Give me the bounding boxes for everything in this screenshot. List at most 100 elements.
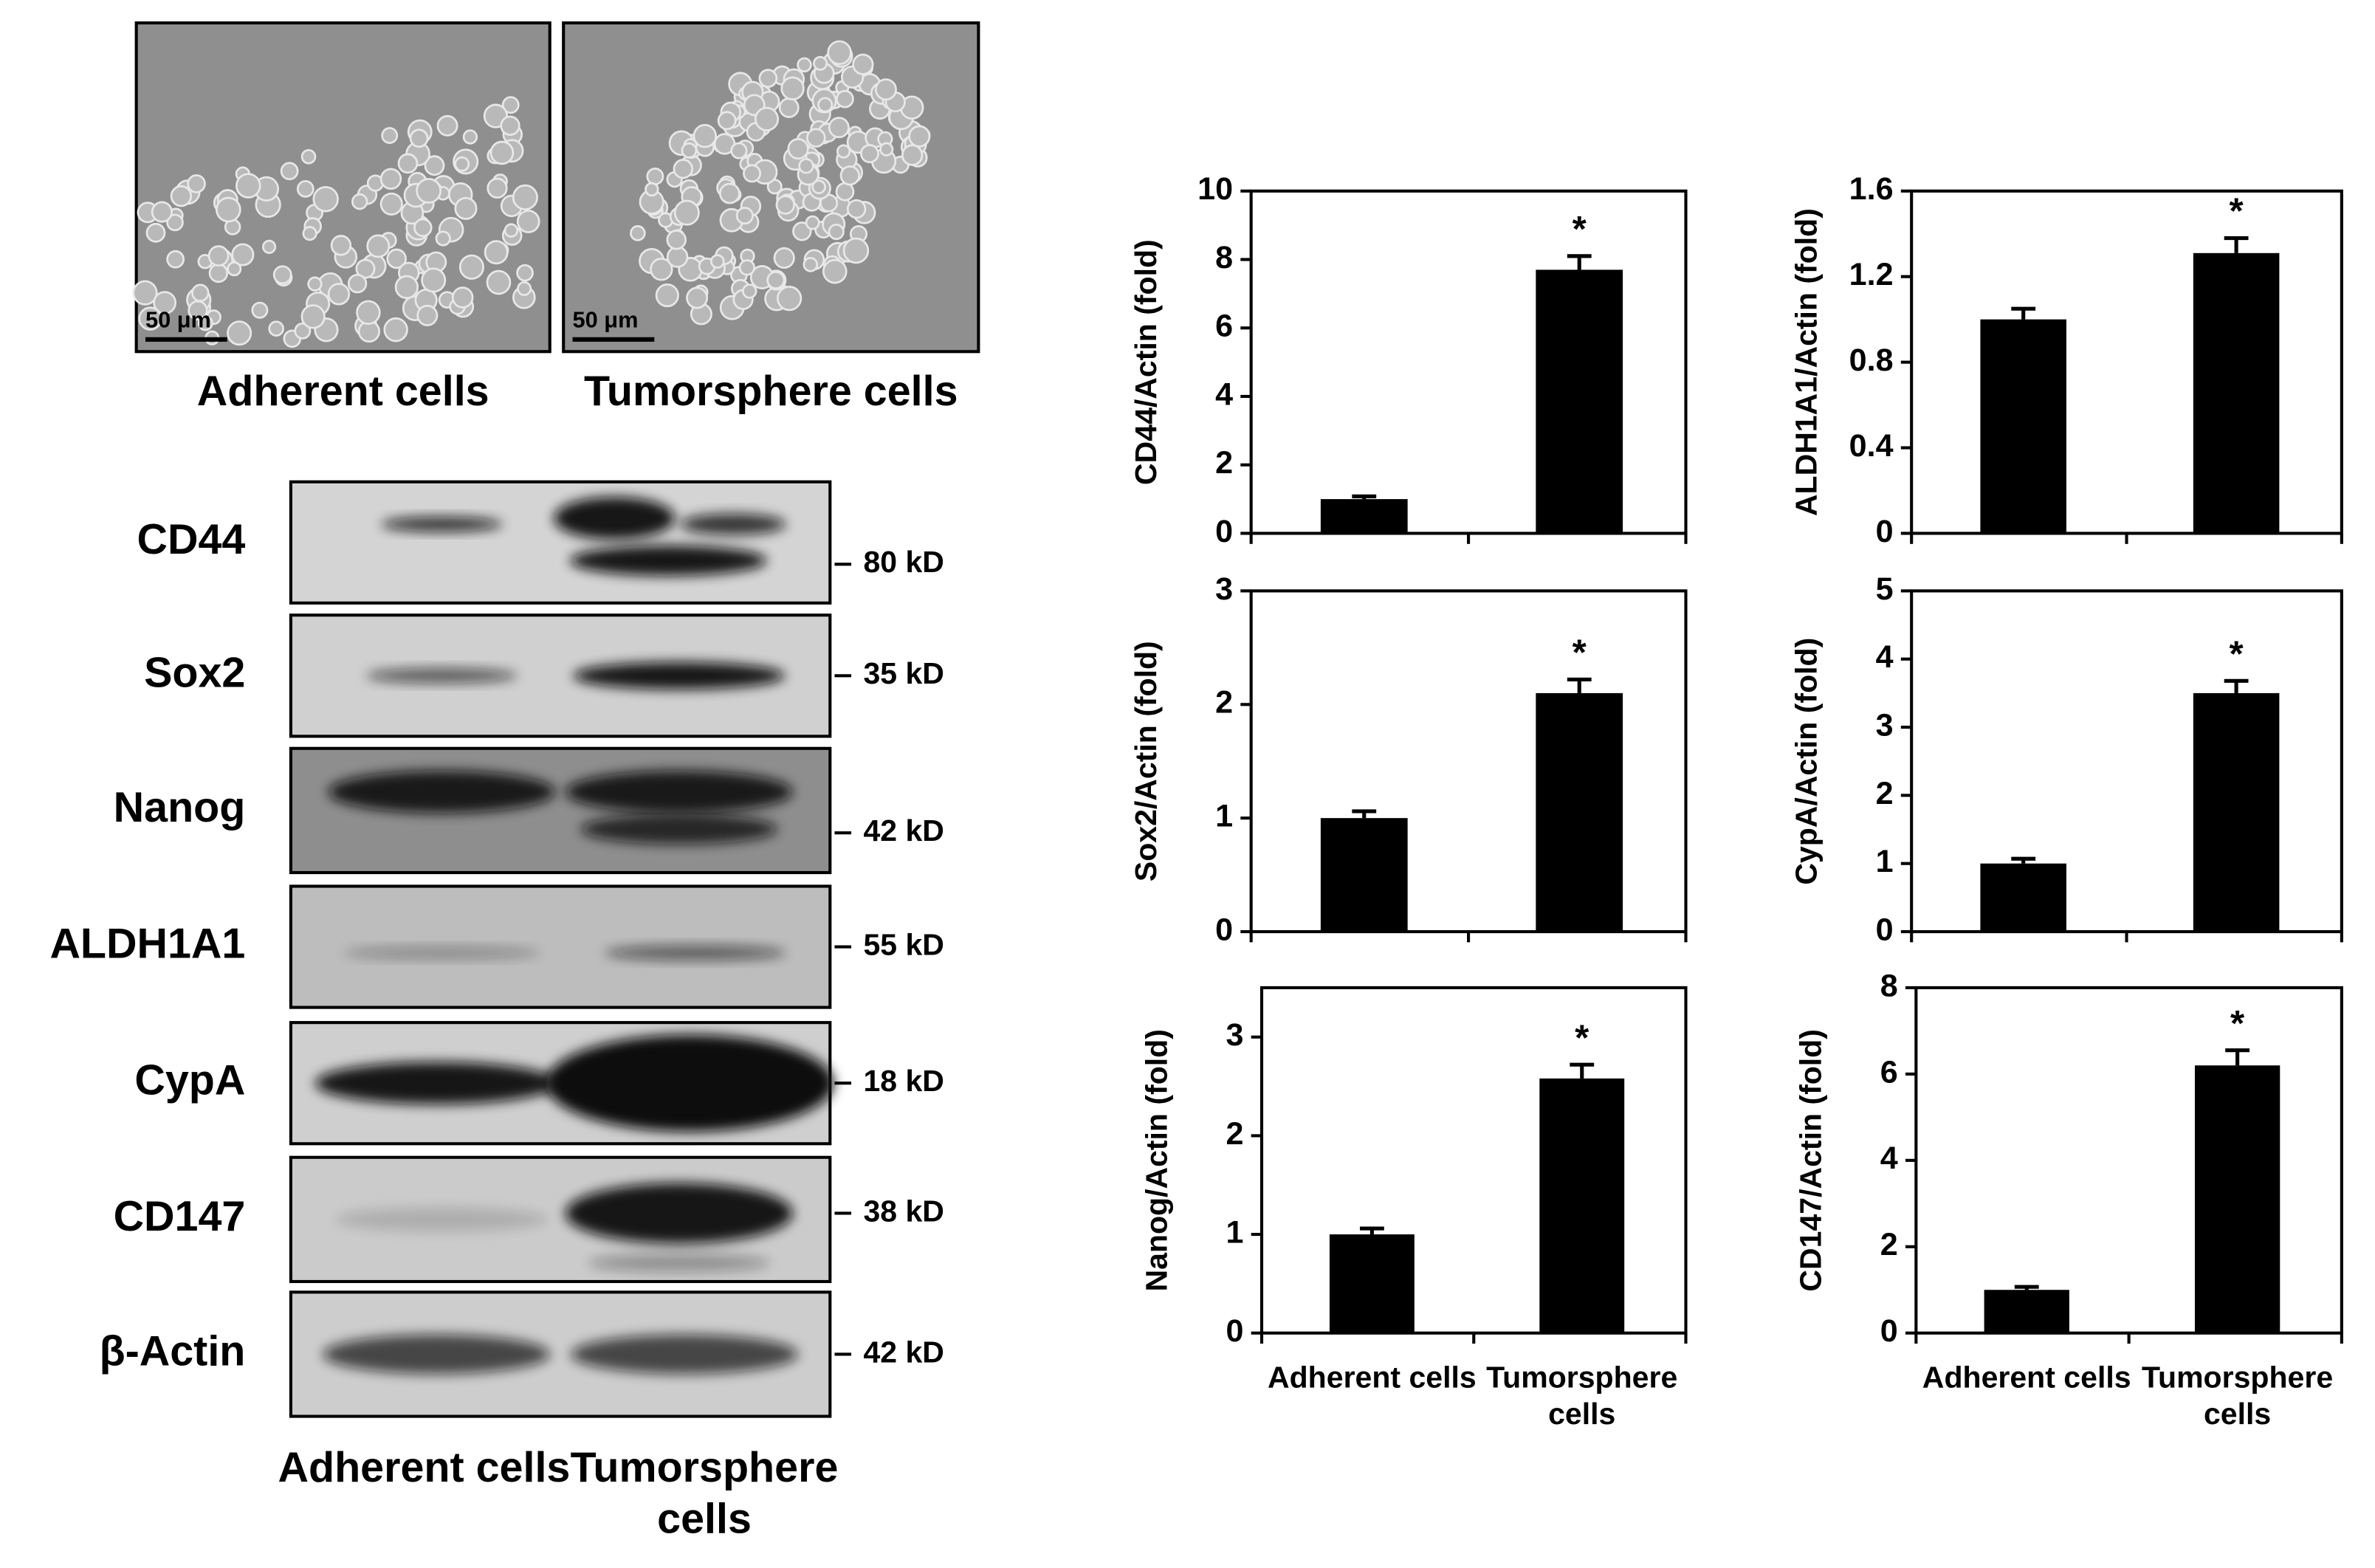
cell (330, 235, 352, 256)
y-tick-label: 0.4 (1849, 428, 1894, 464)
cell (272, 265, 292, 285)
y-tick-label: 1.6 (1849, 171, 1894, 207)
cell (394, 275, 419, 300)
cell (379, 192, 403, 216)
cell (145, 222, 166, 243)
cell (166, 213, 184, 232)
cell (773, 247, 795, 269)
y-tick-label: 4 (1876, 639, 1894, 675)
cell (666, 230, 687, 250)
protein-label: ALDH1A1 (49, 921, 245, 968)
cell (187, 174, 206, 193)
cell (743, 164, 762, 183)
y-tick-label: 8 (1880, 968, 1898, 1003)
blot-band (569, 545, 767, 576)
y-tick-label: 1 (1215, 799, 1233, 834)
cell (191, 283, 210, 302)
cell (836, 89, 854, 109)
cell (798, 158, 814, 174)
x-tick-label-box: Adherent cells (1268, 1362, 1477, 1395)
y-tick-label: 0 (1215, 912, 1233, 947)
y-tick-label: 3 (1876, 707, 1894, 743)
cell (828, 223, 845, 241)
cell (681, 142, 698, 159)
cell (797, 57, 812, 73)
protein-label: CypA (134, 1056, 245, 1104)
size-label: 80 kD (863, 545, 944, 579)
cell (778, 97, 800, 118)
protein-label: Nanog (114, 784, 246, 831)
micrograph-label: Adherent cells (197, 368, 489, 415)
micrograph-label: Tumorsphere cells (584, 368, 958, 415)
blot-panel (289, 480, 832, 605)
y-tick-label: 1 (1876, 844, 1894, 879)
cell (268, 320, 284, 337)
cell (386, 248, 407, 269)
blot-band (554, 497, 676, 540)
cell (775, 195, 795, 215)
bar (1980, 863, 2066, 932)
size-label: 35 kD (863, 656, 944, 690)
cell (852, 53, 874, 75)
y-tick-label: 6 (1215, 309, 1233, 344)
blot-band (680, 513, 786, 535)
y-tick-label: 1 (1226, 1214, 1243, 1250)
y-tick-label: 5 (1876, 571, 1894, 607)
cell (730, 142, 748, 159)
cell (839, 165, 860, 186)
cell (842, 237, 870, 264)
blot-band (571, 1334, 798, 1375)
cell (802, 257, 819, 272)
blot-band (381, 516, 503, 532)
blot-band (343, 946, 540, 959)
bar (2193, 692, 2280, 932)
cell (416, 178, 441, 204)
cell (487, 177, 508, 199)
cell (860, 144, 879, 164)
significance-marker: * (2230, 633, 2244, 674)
y-tick-label: 2 (1215, 685, 1233, 721)
cell (813, 55, 828, 71)
cell (416, 304, 439, 326)
y-tick-label: 0 (1880, 1313, 1898, 1349)
y-tick-label: 0.8 (1849, 343, 1894, 378)
scale-bar-label: 50 μm (573, 306, 639, 332)
blot-band (604, 945, 786, 961)
y-tick-label: 3 (1215, 571, 1233, 607)
significance-marker: * (1573, 209, 1587, 250)
lane-label-box: Tumorsphere cells (570, 1443, 839, 1542)
cell (381, 127, 399, 145)
cell (817, 97, 834, 113)
cell (742, 283, 757, 299)
y-tick-label: 0 (1876, 912, 1894, 947)
size-label: 18 kD (863, 1064, 944, 1098)
cell (227, 320, 252, 346)
cell (827, 40, 852, 66)
size-label: 38 kD (863, 1194, 944, 1228)
cell (666, 246, 689, 268)
cell (516, 264, 534, 282)
y-tick-label: 10 (1197, 171, 1233, 207)
cell (517, 281, 532, 296)
cell (811, 179, 826, 194)
cell (780, 76, 805, 100)
cell (413, 218, 433, 238)
cell (454, 156, 470, 172)
y-axis-label: CD44/Actin (fold) (1129, 239, 1163, 485)
cell (692, 123, 718, 148)
cell (435, 230, 451, 247)
lane-label: Tumorsphere cells (570, 1443, 839, 1542)
bar (2194, 1065, 2281, 1333)
cell (846, 199, 867, 219)
blot-panel (289, 746, 832, 875)
cell (630, 225, 646, 241)
cell (454, 196, 478, 220)
cell (710, 254, 725, 269)
cell (754, 106, 780, 131)
cell (908, 125, 931, 148)
cell (500, 115, 520, 136)
y-tick-label: 0 (1215, 514, 1233, 549)
significance-marker: * (1573, 633, 1587, 673)
x-tick-label-box: Tumorsphere cells (2142, 1362, 2333, 1431)
